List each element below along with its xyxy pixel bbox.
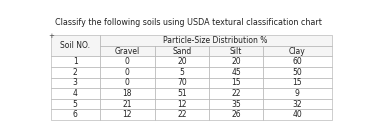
Bar — [209, 46, 263, 56]
Bar — [51, 56, 100, 67]
Bar — [263, 67, 332, 78]
Bar — [155, 99, 209, 109]
Text: Clay: Clay — [289, 47, 306, 56]
Text: 20: 20 — [177, 57, 187, 66]
Text: 1: 1 — [73, 57, 78, 66]
Bar — [100, 99, 155, 109]
Bar — [100, 109, 155, 120]
Text: Sand: Sand — [172, 47, 192, 56]
Bar — [209, 67, 263, 78]
Bar — [51, 88, 100, 99]
Bar — [100, 78, 155, 88]
Text: 5: 5 — [73, 100, 78, 109]
Text: 51: 51 — [177, 89, 187, 98]
Text: 22: 22 — [231, 89, 241, 98]
Bar — [209, 88, 263, 99]
Text: 22: 22 — [177, 110, 187, 119]
Text: 60: 60 — [292, 57, 302, 66]
Text: 45: 45 — [231, 68, 241, 77]
Text: 0: 0 — [125, 78, 130, 87]
Text: 15: 15 — [292, 78, 302, 87]
Bar — [209, 56, 263, 67]
Text: Silt: Silt — [230, 47, 242, 56]
Text: 0: 0 — [125, 57, 130, 66]
Bar — [263, 56, 332, 67]
Text: Soil NO.: Soil NO. — [60, 41, 90, 50]
Bar — [51, 78, 100, 88]
Text: 50: 50 — [292, 68, 302, 77]
Bar — [263, 46, 332, 56]
Bar — [51, 99, 100, 109]
Text: 9: 9 — [295, 89, 300, 98]
Bar — [209, 99, 263, 109]
Text: 12: 12 — [177, 100, 187, 109]
Text: 3: 3 — [73, 78, 78, 87]
Text: 0: 0 — [125, 68, 130, 77]
Bar — [100, 67, 155, 78]
Bar — [155, 56, 209, 67]
Bar — [100, 35, 332, 46]
Text: 32: 32 — [292, 100, 302, 109]
Text: 26: 26 — [231, 110, 241, 119]
Bar — [209, 109, 263, 120]
Text: 6: 6 — [73, 110, 78, 119]
Text: 70: 70 — [177, 78, 187, 87]
Text: 21: 21 — [122, 100, 132, 109]
Text: 40: 40 — [292, 110, 302, 119]
Text: +: + — [48, 33, 54, 38]
Bar — [155, 67, 209, 78]
Text: 2: 2 — [73, 68, 78, 77]
Text: 18: 18 — [122, 89, 132, 98]
Bar — [155, 88, 209, 99]
Bar — [100, 46, 155, 56]
Text: 20: 20 — [231, 57, 241, 66]
Text: Gravel: Gravel — [114, 47, 140, 56]
Bar — [155, 46, 209, 56]
Bar — [263, 109, 332, 120]
Bar — [155, 109, 209, 120]
Bar — [100, 56, 155, 67]
Bar — [51, 67, 100, 78]
Text: 12: 12 — [122, 110, 132, 119]
Bar — [263, 99, 332, 109]
Bar — [51, 35, 100, 56]
Bar — [209, 78, 263, 88]
Text: 15: 15 — [231, 78, 241, 87]
Bar — [263, 78, 332, 88]
Text: 5: 5 — [179, 68, 184, 77]
Text: 35: 35 — [231, 100, 241, 109]
Text: Classify the following soils using USDA textural classification chart: Classify the following soils using USDA … — [55, 18, 322, 27]
Bar — [100, 88, 155, 99]
Text: Particle-Size Distribution %: Particle-Size Distribution % — [164, 36, 268, 45]
Text: 4: 4 — [73, 89, 78, 98]
Bar — [51, 109, 100, 120]
Bar — [155, 78, 209, 88]
Bar — [263, 88, 332, 99]
